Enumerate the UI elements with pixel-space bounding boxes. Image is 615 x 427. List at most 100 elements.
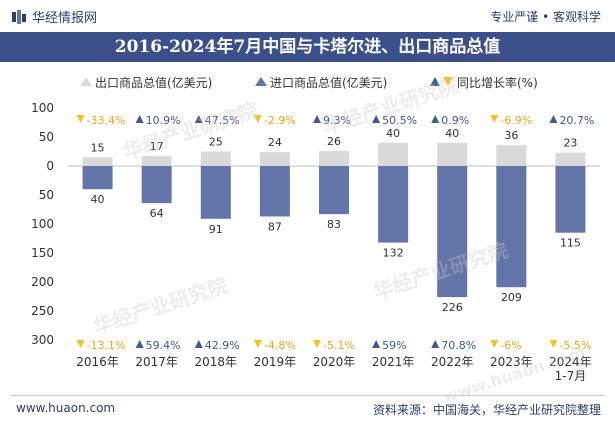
import-yoy-label: -5.5% [559,339,591,352]
export-yoy-label-down-arrow [490,115,499,123]
x-tick-label: 1-7月 [555,369,587,383]
brand-logo-icon [12,9,26,24]
import-yoy-label: -5.1% [323,339,355,352]
import-yoy-label-down-arrow [549,340,558,348]
import-yoy-label: 59.4% [146,339,181,352]
import-value-label: 87 [268,220,282,233]
y-tick-label: 150 [31,246,54,260]
export-yoy-label: 10.9% [146,114,181,127]
slogan: 专业严谨 • 客观科学 [490,10,601,24]
export-bar [82,157,113,166]
export-yoy-label-up-arrow [313,115,321,123]
export-yoy-label: 20.7% [559,114,594,127]
export-yoy-label-up-arrow [372,115,381,123]
y-tick-label: 300 [31,333,54,347]
x-tick-label: 2018年 [195,355,238,369]
export-value-label: 40 [386,127,400,140]
export-yoy-label: 47.5% [205,114,240,127]
export-yoy-label: -33.4% [87,114,126,127]
import-yoy-label-up-arrow [372,340,381,348]
import-value-label: 83 [327,218,341,231]
import-bar [259,166,290,217]
export-value-label: 24 [268,136,282,149]
export-yoy-label: 50.5% [382,114,417,127]
export-value-label: 17 [150,140,164,153]
import-value-label: 226 [442,301,463,314]
import-yoy-label: 59% [382,339,406,352]
x-tick-label: 2024年 [549,355,592,369]
import-value-label: 209 [501,291,522,304]
export-value-label: 26 [327,135,341,148]
export-yoy-label-up-arrow [431,115,440,123]
import-bar [496,166,527,288]
chart-area: 出口商品总值(亿美元) 进口商品总值(亿美元) 同比增长率(%) 100 50 0 50 10… [31,75,600,383]
legend-yoy-label: 同比增长率(%) [457,75,538,90]
footer-source: 资料来源：中国海关，华经产业研究院整理 [372,403,601,417]
export-yoy-label-down-arrow [253,115,262,123]
import-yoy-label-up-arrow [194,340,203,348]
import-yoy-label: 42.9% [205,339,240,352]
export-yoy-label-down-arrow [76,115,85,123]
import-value-label: 40 [91,193,105,206]
export-yoy-label: -2.9% [264,114,296,127]
import-bar [200,166,231,219]
legend-import-label: 进口商品总值(亿美元) [270,75,387,90]
brand-name: 华经情报网 [32,11,98,26]
export-yoy-label-up-arrow [194,115,203,123]
export-value-label: 40 [445,127,459,140]
import-yoy-label: 70.8% [441,339,476,352]
import-yoy-label-down-arrow [76,340,85,348]
legend-import-marker [255,77,267,86]
export-bar [496,145,527,166]
x-tick-label: 2016年 [76,355,119,369]
import-bar [141,166,172,204]
footer-website[interactable]: www.huaon.com [16,401,116,415]
import-value-label: 91 [209,223,223,236]
y-tick-label: 250 [31,304,54,318]
import-yoy-label-down-arrow [253,340,262,348]
x-tick-label: 2019年 [254,355,297,369]
import-bar [319,166,349,215]
export-value-label: 25 [209,136,223,149]
y-tick-label: 0 [46,159,54,173]
export-value-label: 23 [563,137,577,150]
x-tick-label: 2020年 [313,355,356,369]
legend-yoy-up-icon [430,77,440,86]
import-yoy-label: -6% [500,339,521,352]
x-tick-label: 2017年 [135,355,178,369]
export-value-label: 15 [91,141,105,154]
import-yoy-label: -13.1% [87,339,126,352]
y-tick-label: 50 [39,188,54,202]
export-yoy-label-up-arrow [549,115,558,123]
legend-yoy-down-icon [443,77,453,86]
y-tick-label: 100 [31,217,54,231]
y-tick-label: 50 [39,130,54,144]
export-bar [378,142,409,166]
y-tick-label: 200 [31,275,54,289]
import-bar [555,166,586,233]
export-bar [259,152,290,166]
legend-export-label: 出口商品总值(亿美元) [95,75,212,90]
export-bar [319,150,349,166]
import-yoy-label-up-arrow [431,340,440,348]
import-yoy-label-down-arrow [313,340,321,348]
import-value-label: 64 [150,207,164,220]
export-yoy-label: 9.3% [323,114,351,127]
export-bar [437,142,468,166]
import-bar [82,166,113,190]
import-yoy-label-down-arrow [490,340,499,348]
brand[interactable]: 华经情报网 [12,7,97,26]
x-tick-label: 2022年 [431,355,474,369]
import-value-label: 132 [383,247,404,260]
legend-export-marker [80,77,92,86]
x-tick-label: 2023年 [490,355,533,369]
import-value-label: 115 [560,237,581,250]
y-tick-label: 100 [31,101,54,115]
x-tick-label: 2021年 [372,355,415,369]
export-value-label: 36 [504,129,518,142]
import-yoy-label-up-arrow [135,340,144,348]
export-yoy-label: -6.9% [500,114,532,127]
export-bar [200,151,231,166]
import-bar [378,166,409,243]
export-bar [141,156,172,166]
